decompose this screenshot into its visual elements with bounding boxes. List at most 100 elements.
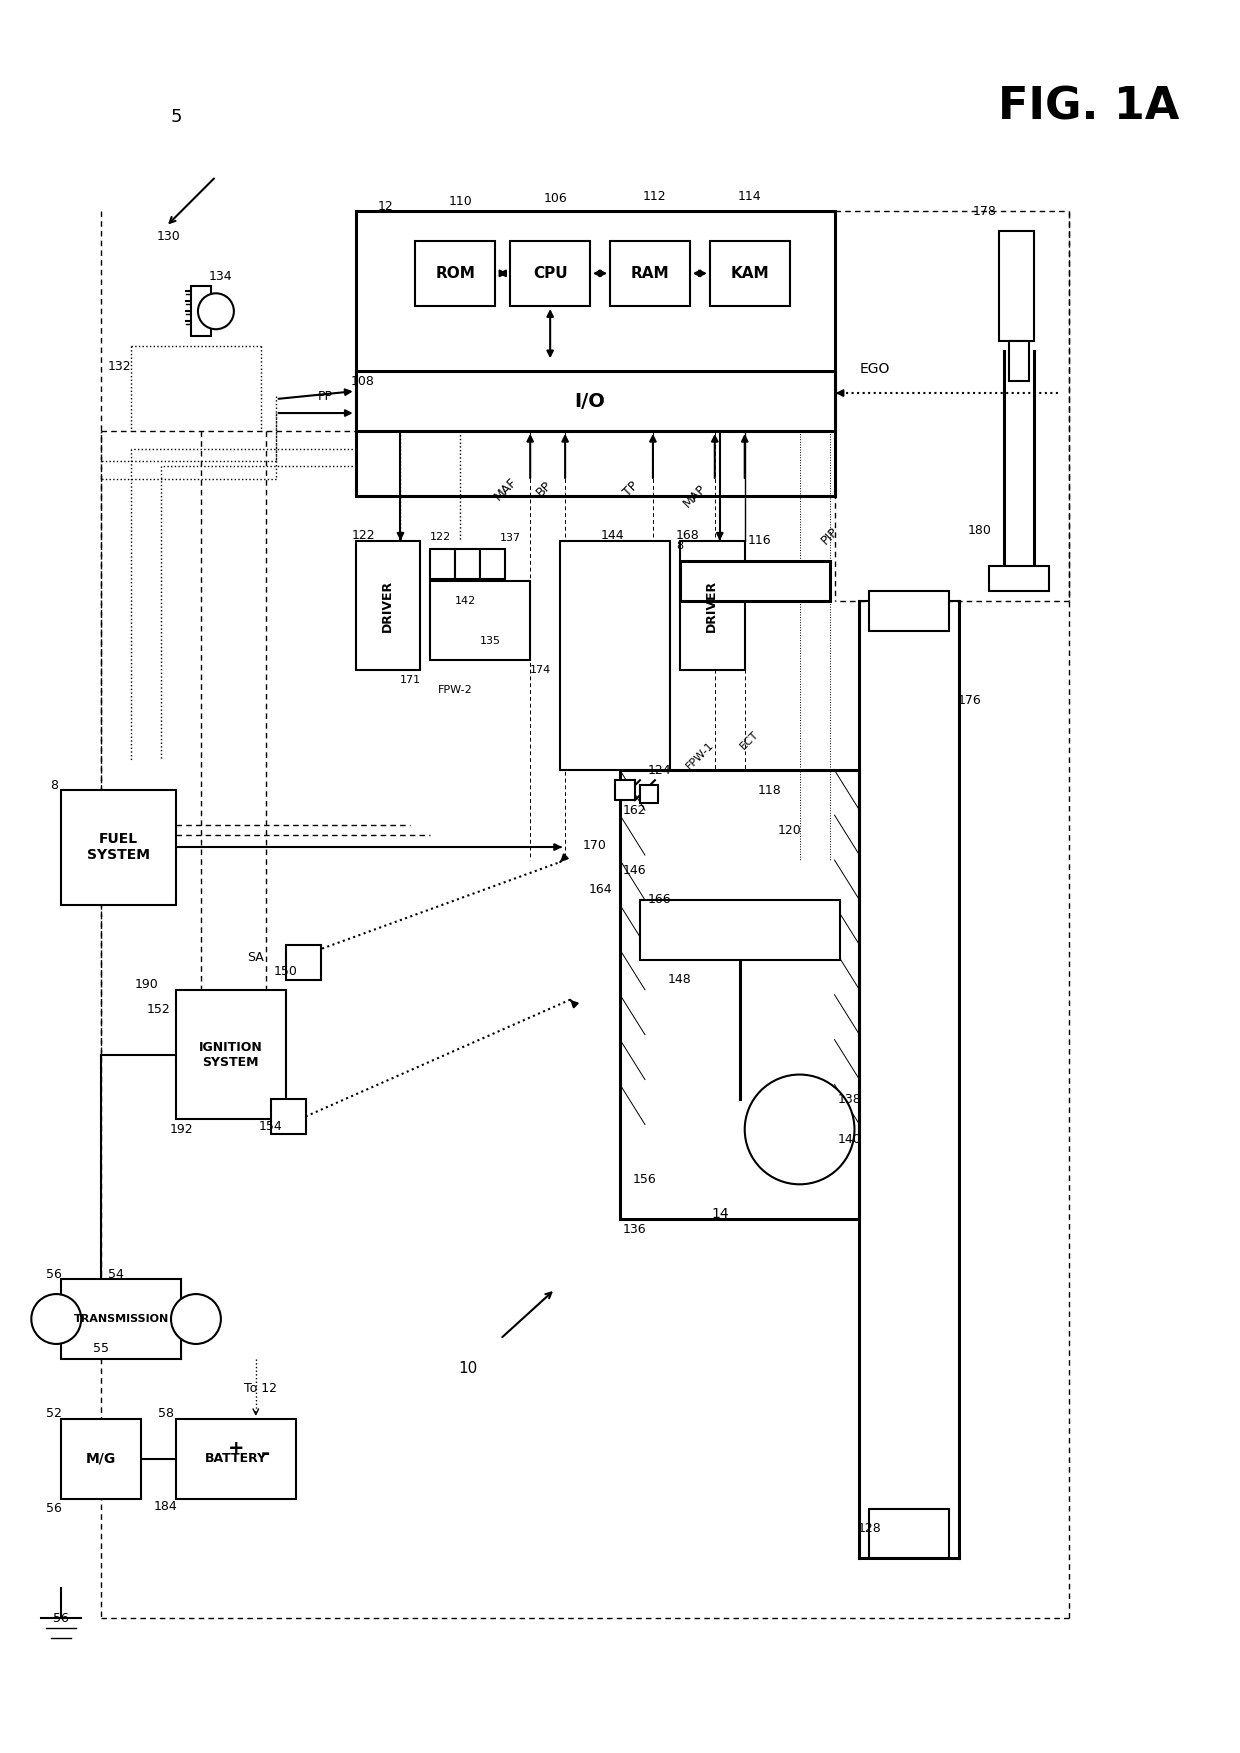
Text: 54: 54 (108, 1267, 124, 1281)
Bar (61, 791, 176, 905)
Bar (191, 286, 211, 337)
Text: 10: 10 (459, 1362, 477, 1376)
Text: CPU: CPU (533, 266, 568, 280)
Circle shape (745, 1075, 854, 1185)
Bar (560, 540, 670, 770)
Bar (990, 566, 1049, 591)
Bar (480, 549, 505, 578)
Text: 112: 112 (644, 189, 667, 203)
Bar (680, 540, 745, 670)
Text: BATTERY: BATTERY (205, 1451, 267, 1466)
Text: PIP: PIP (818, 524, 841, 547)
Text: 180: 180 (967, 524, 991, 536)
Text: 138: 138 (837, 1094, 862, 1106)
Text: 156: 156 (634, 1173, 657, 1185)
Text: 134: 134 (210, 270, 233, 282)
Text: M/G: M/G (86, 1451, 117, 1466)
Text: 148: 148 (668, 973, 692, 987)
Text: 56: 56 (46, 1267, 62, 1281)
Text: 122: 122 (352, 529, 376, 542)
Bar (869, 1509, 950, 1558)
Bar (176, 990, 285, 1120)
Text: 52: 52 (46, 1408, 62, 1420)
Circle shape (198, 293, 234, 330)
Text: 192: 192 (169, 1124, 192, 1136)
Text: 162: 162 (624, 803, 647, 817)
Text: 118: 118 (758, 784, 781, 796)
Bar (455, 549, 480, 578)
Text: 58: 58 (157, 1408, 174, 1420)
Text: EGO: EGO (859, 363, 889, 377)
Text: 132: 132 (108, 359, 131, 373)
Text: FUEL
SYSTEM: FUEL SYSTEM (87, 833, 150, 862)
Text: 120: 120 (777, 824, 801, 836)
Text: 170: 170 (583, 838, 608, 852)
Text: 190: 190 (134, 978, 157, 990)
Text: 142: 142 (455, 596, 476, 605)
Bar (415, 242, 495, 307)
Bar (61, 1280, 181, 1359)
Bar (869, 591, 950, 631)
Bar (610, 242, 689, 307)
Text: 171: 171 (401, 675, 422, 685)
Text: 152: 152 (148, 1003, 171, 1017)
Text: 168: 168 (676, 529, 699, 542)
Text: PP: PP (319, 389, 334, 403)
Text: 116: 116 (748, 535, 771, 547)
Text: RAM: RAM (631, 266, 670, 280)
Text: 166: 166 (649, 894, 672, 906)
Bar (640, 899, 839, 961)
Text: 56: 56 (53, 1611, 69, 1625)
Text: 122: 122 (430, 531, 451, 542)
Text: 146: 146 (624, 864, 647, 876)
Text: MAF: MAF (491, 475, 520, 503)
Text: ECT: ECT (739, 729, 761, 752)
Text: 136: 136 (624, 1222, 647, 1236)
Text: 130: 130 (157, 230, 181, 244)
Text: DRIVER: DRIVER (381, 580, 394, 631)
Text: 14: 14 (711, 1208, 729, 1222)
Bar (640, 785, 658, 803)
Text: 108: 108 (351, 375, 374, 387)
Bar (356, 212, 835, 496)
Bar (510, 242, 590, 307)
Text: +: + (228, 1439, 244, 1458)
Text: 128: 128 (858, 1522, 882, 1536)
Circle shape (31, 1294, 81, 1345)
Bar (430, 549, 455, 578)
Bar (356, 540, 420, 670)
Text: 154: 154 (259, 1120, 283, 1132)
Text: 150: 150 (274, 966, 298, 978)
Text: 106: 106 (543, 193, 567, 205)
Bar (356, 372, 835, 431)
Text: TRANSMISSION: TRANSMISSION (73, 1315, 169, 1324)
Text: 178: 178 (972, 205, 996, 217)
Bar (1009, 342, 1029, 380)
Bar (999, 231, 1034, 342)
Text: 110: 110 (449, 195, 472, 209)
Bar (176, 1418, 295, 1499)
Text: -: - (262, 1444, 270, 1464)
Text: ROM: ROM (435, 266, 475, 280)
Text: DRIVER: DRIVER (706, 580, 718, 631)
Bar (709, 242, 790, 307)
Text: 114: 114 (738, 189, 761, 203)
Text: TP: TP (621, 479, 641, 500)
Text: 184: 184 (154, 1501, 177, 1513)
Text: I/O: I/O (574, 391, 605, 410)
Text: KAM: KAM (730, 266, 769, 280)
Text: To 12: To 12 (244, 1383, 278, 1395)
Text: MAP: MAP (681, 482, 709, 510)
Bar (620, 770, 859, 1220)
Text: 137: 137 (500, 533, 521, 543)
Text: 12: 12 (378, 200, 393, 214)
Text: 140: 140 (837, 1132, 862, 1146)
Text: 5: 5 (170, 107, 182, 126)
Text: 56: 56 (46, 1502, 62, 1515)
Text: 124: 124 (649, 764, 672, 777)
Bar (285, 945, 321, 980)
Bar (680, 561, 830, 601)
Text: 135: 135 (480, 636, 501, 645)
Bar (270, 1099, 306, 1134)
Bar (615, 780, 635, 799)
